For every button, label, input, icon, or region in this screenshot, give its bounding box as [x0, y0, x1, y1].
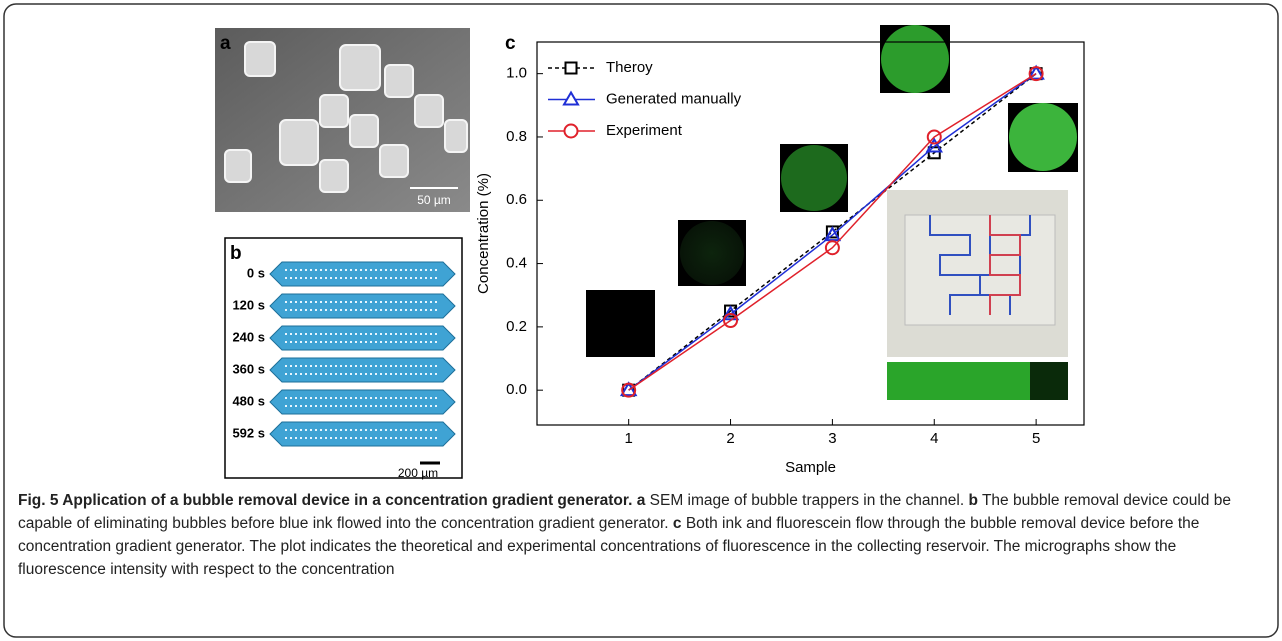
x-tick-label: 5 — [1032, 430, 1040, 447]
marker — [566, 63, 577, 74]
caption-text: SEM image of bubble trappers in the chan… — [650, 492, 965, 509]
channel — [270, 262, 455, 286]
caption-label: a — [637, 492, 646, 509]
y-tick-label: 0.2 — [506, 318, 527, 335]
y-tick-label: 1.0 — [506, 65, 527, 82]
panel-label: c — [505, 33, 516, 54]
y-tick-label: 0.0 — [506, 381, 527, 398]
y-tick-label: 0.4 — [506, 255, 527, 272]
panel-label: a — [220, 33, 231, 54]
channel — [270, 422, 455, 446]
caption-label: b — [968, 492, 977, 509]
marker — [565, 125, 578, 138]
channel — [270, 294, 455, 318]
x-tick-label: 1 — [625, 430, 633, 447]
time-label: 592 s — [232, 425, 265, 440]
page: a 50 µm b 200 µm c 0 s 120 s 240 s 360 s 480… — [0, 0, 1282, 641]
time-label: 360 s — [232, 361, 265, 376]
scale-bar-label: 200 µm — [398, 466, 438, 480]
legend-label: Generated manually — [606, 90, 742, 107]
time-label: 120 s — [232, 297, 265, 312]
caption-label: c — [673, 515, 682, 532]
legend-label: Theroy — [606, 59, 653, 76]
legend-label: Experiment — [606, 122, 683, 139]
micrographs — [586, 25, 1078, 400]
panel-label: b — [230, 243, 242, 264]
time-label: 0 s — [247, 265, 265, 280]
channel — [270, 358, 455, 382]
marker — [564, 93, 578, 105]
channel — [270, 390, 455, 414]
caption: Fig. 5 Application of a bubble removal d… — [18, 489, 1268, 581]
time-label: 480 s — [232, 393, 265, 408]
y-tick-label: 0.8 — [506, 128, 527, 145]
y-axis-label: Concentration (%) — [475, 173, 492, 294]
time-label: 240 s — [232, 329, 265, 344]
scale-bar-label: 50 µm — [417, 193, 451, 207]
x-tick-label: 2 — [726, 430, 734, 447]
channel — [270, 326, 455, 350]
x-tick-label: 3 — [828, 430, 836, 447]
x-tick-label: 4 — [930, 430, 938, 447]
y-tick-label: 0.6 — [506, 191, 527, 208]
x-axis-label: Sample — [785, 459, 836, 476]
caption-title: Fig. 5 Application of a bubble removal d… — [18, 492, 632, 509]
